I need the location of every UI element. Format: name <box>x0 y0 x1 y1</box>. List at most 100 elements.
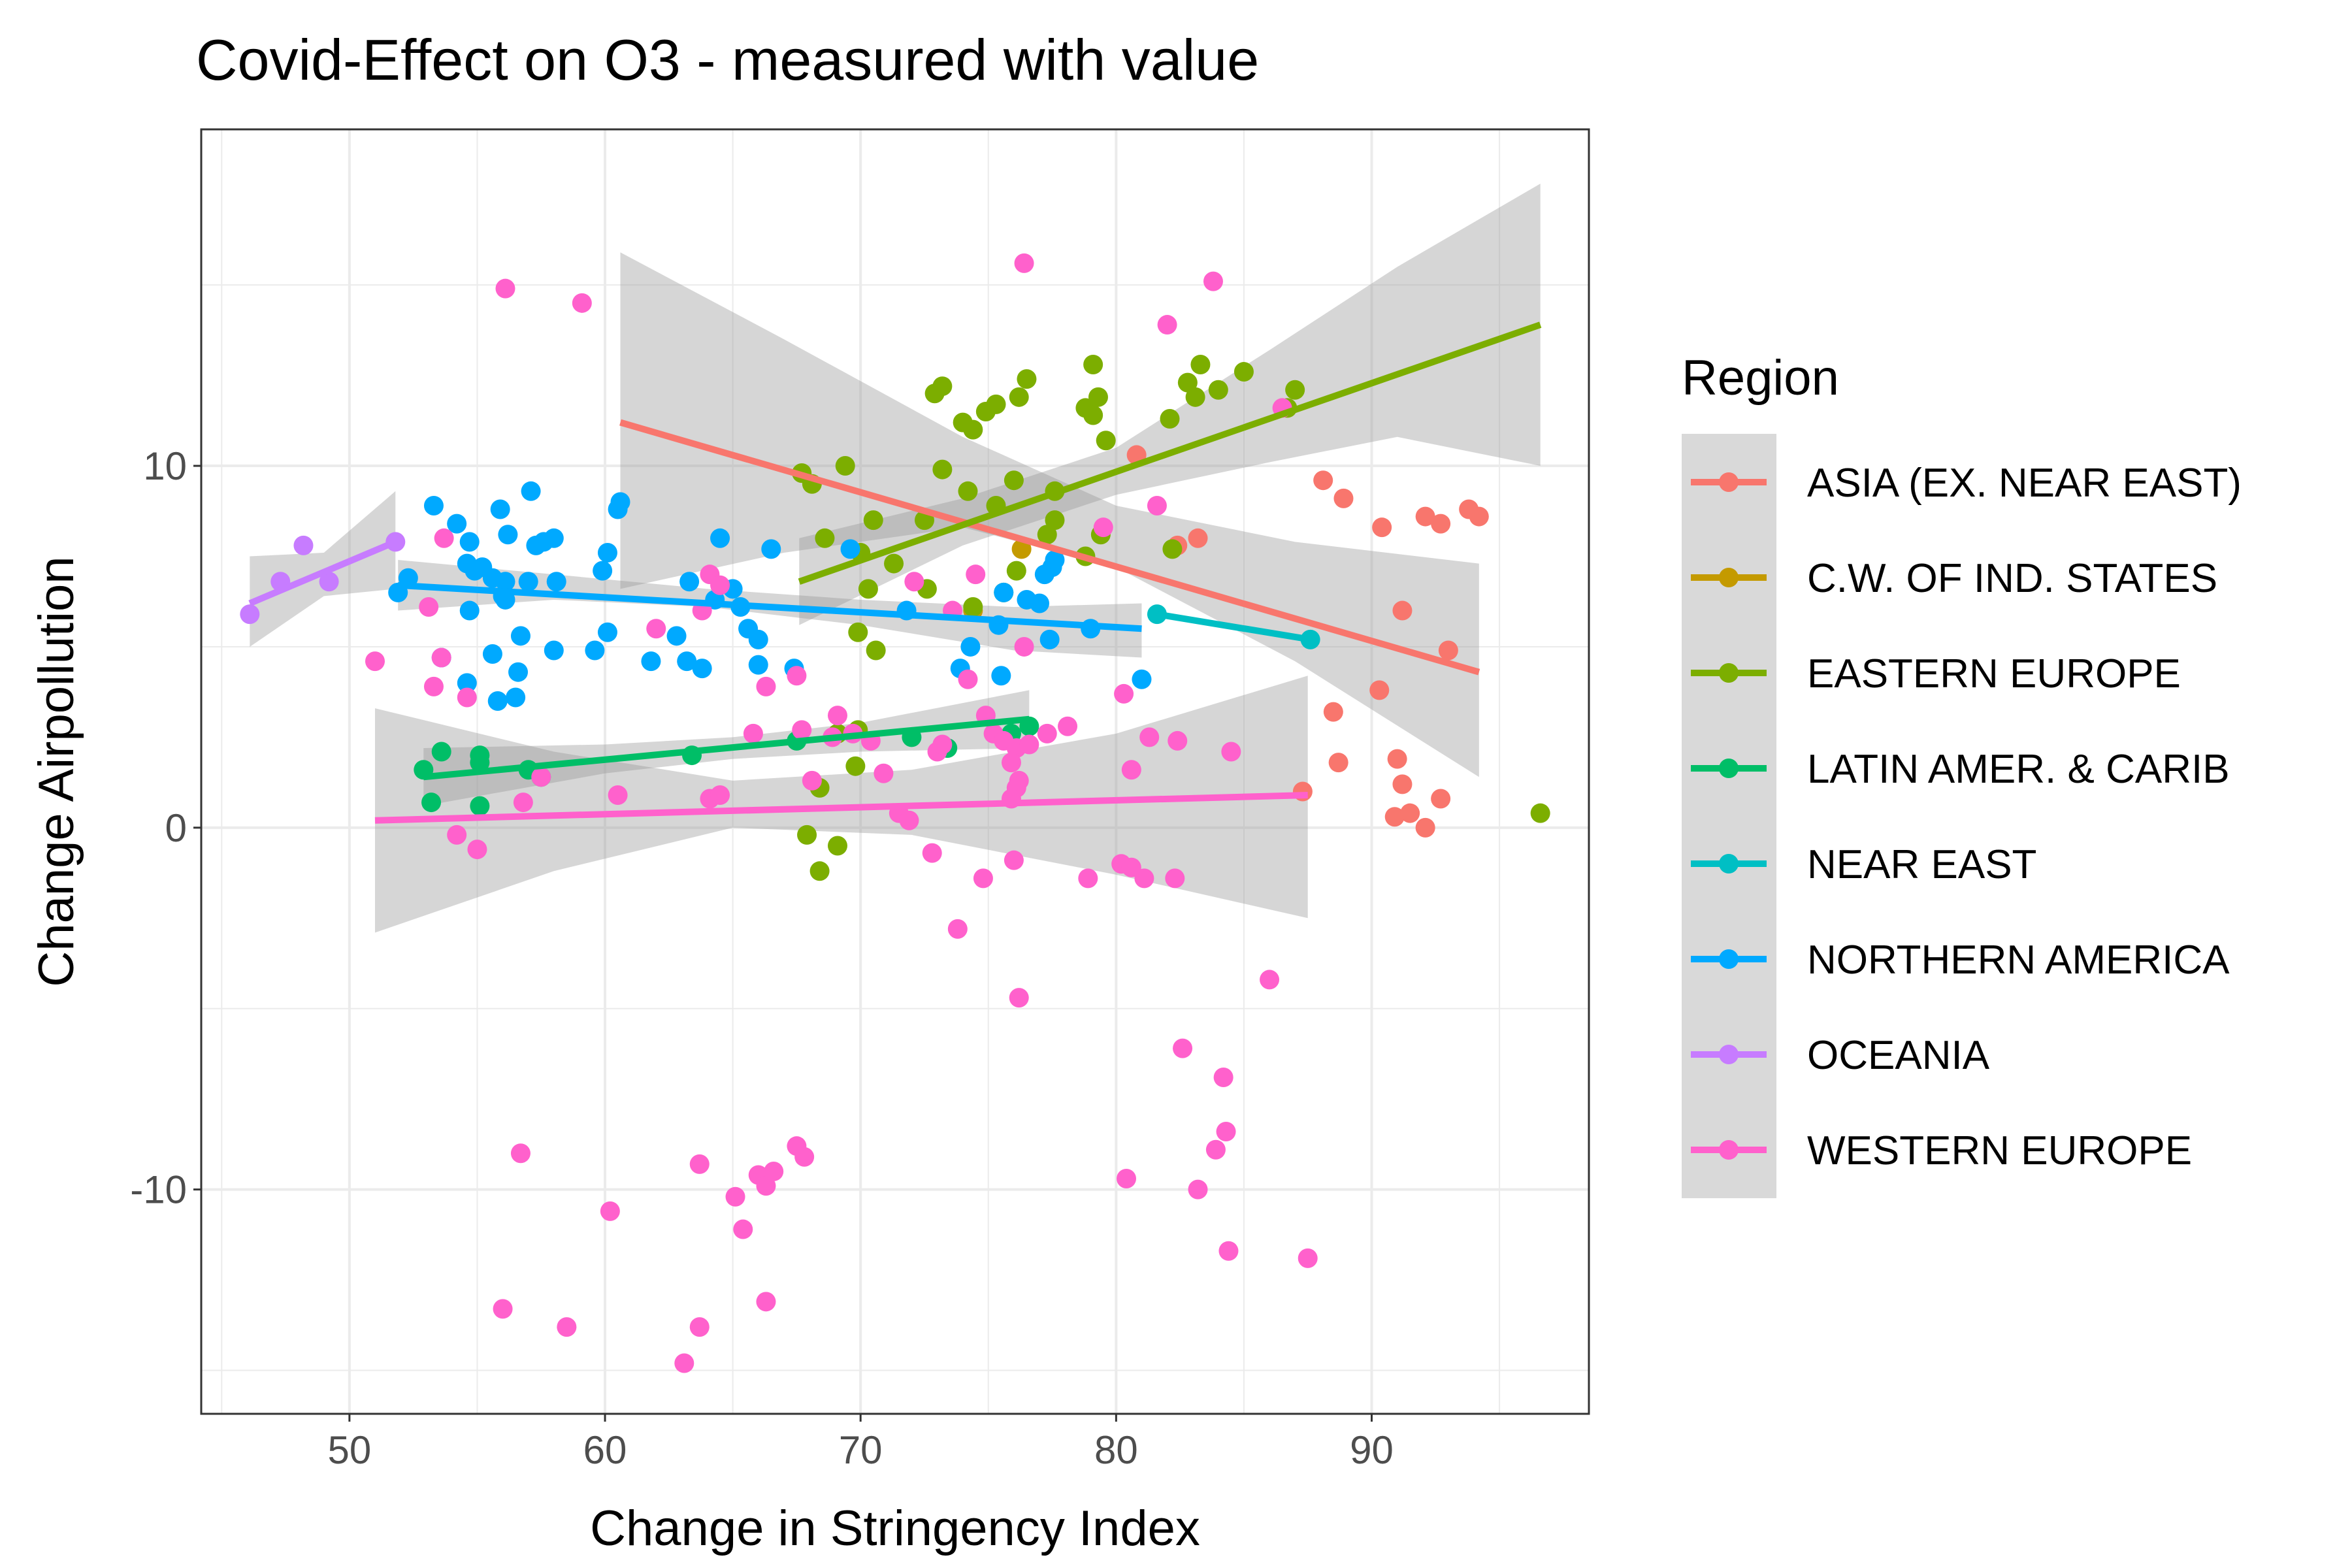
data-point <box>748 629 768 649</box>
data-point <box>1221 742 1241 762</box>
data-point <box>960 636 981 657</box>
data-point <box>506 687 526 708</box>
data-point <box>764 1161 784 1181</box>
data-point <box>1045 550 1065 570</box>
regression-line <box>798 321 1542 585</box>
data-point <box>1177 372 1198 393</box>
data-point <box>1213 1067 1233 1087</box>
data-point <box>1114 683 1134 704</box>
data-point <box>431 647 451 668</box>
data-point <box>986 394 1006 414</box>
data-point <box>689 1154 710 1174</box>
legend-label: ASIA (EX. NEAR EAST) <box>1807 461 2242 506</box>
regression-line <box>619 419 1480 676</box>
data-point <box>434 528 454 548</box>
data-point <box>1134 868 1154 889</box>
data-point <box>666 626 687 646</box>
data-point <box>1009 988 1029 1008</box>
data-point <box>692 659 712 679</box>
data-point <box>365 651 385 672</box>
data-point <box>1009 387 1029 407</box>
data-point <box>787 666 807 686</box>
data-point <box>840 539 860 559</box>
data-point <box>490 499 510 519</box>
data-point <box>922 843 942 863</box>
data-point <box>756 676 776 696</box>
data-point <box>761 539 781 559</box>
y-tick-label: 10 <box>143 444 187 488</box>
data-point <box>1039 629 1060 649</box>
data-point <box>1037 525 1057 545</box>
data-point <box>1313 470 1333 491</box>
data-point <box>546 572 566 592</box>
data-point <box>932 734 953 755</box>
legend-key-point <box>1719 949 1739 969</box>
data-point <box>510 626 531 646</box>
data-point <box>1203 271 1223 291</box>
data-point <box>1132 669 1152 689</box>
data-point <box>513 792 533 813</box>
data-point <box>866 640 886 661</box>
data-point <box>710 528 730 548</box>
data-point <box>1001 753 1021 773</box>
data-point <box>1037 723 1057 743</box>
data-point <box>1162 539 1183 559</box>
data-point <box>674 1353 694 1373</box>
data-point <box>973 868 993 889</box>
data-point <box>725 1186 745 1207</box>
legend-title: Region <box>1682 350 1839 406</box>
data-point <box>1205 1139 1226 1160</box>
data-point <box>293 535 314 555</box>
data-point <box>797 825 817 845</box>
data-point <box>610 492 630 512</box>
x-axis-title: Change in Stringency Index <box>590 1501 1200 1556</box>
data-point <box>1117 1169 1136 1189</box>
data-point <box>689 1317 710 1337</box>
data-point <box>1165 868 1185 889</box>
data-point <box>1088 387 1108 407</box>
data-point <box>863 510 883 531</box>
data-point <box>1323 702 1343 722</box>
confidence-band <box>250 491 396 647</box>
data-point <box>845 756 866 776</box>
data-point <box>1387 749 1407 769</box>
data-point <box>1392 774 1413 794</box>
data-point <box>495 572 515 592</box>
data-point <box>994 582 1014 602</box>
data-point <box>593 561 613 581</box>
data-point <box>1045 510 1065 531</box>
data-point <box>733 1219 753 1239</box>
data-point <box>1530 803 1550 823</box>
legend-key-point <box>1719 759 1739 778</box>
data-point <box>472 557 493 578</box>
chart-title: Covid-Effect on O3 - measured with value <box>196 27 1259 92</box>
data-point <box>419 597 439 617</box>
data-point <box>1173 1038 1193 1058</box>
data-point <box>457 673 477 693</box>
data-point <box>1208 380 1228 400</box>
data-point <box>482 644 502 664</box>
data-point <box>421 792 442 813</box>
data-point <box>963 419 983 440</box>
data-point <box>966 564 986 585</box>
data-point <box>1121 857 1141 877</box>
data-point <box>1333 488 1354 508</box>
data-point <box>1019 734 1039 755</box>
data-point <box>991 666 1011 686</box>
data-point <box>597 622 617 642</box>
data-point <box>1121 760 1141 780</box>
data-point <box>518 572 538 592</box>
data-point <box>1188 528 1208 548</box>
data-point <box>1096 431 1116 451</box>
data-point <box>848 622 868 642</box>
data-point <box>899 810 919 830</box>
legend-items: ASIA (EX. NEAR EAST) C.W. OF IND. STATES E… <box>1691 461 2242 1173</box>
data-point <box>1392 600 1413 621</box>
data-point <box>1438 640 1458 661</box>
legend-key-point <box>1719 472 1739 492</box>
data-point <box>1083 405 1103 425</box>
data-point <box>756 1176 776 1196</box>
data-point <box>1431 514 1451 534</box>
data-point <box>679 572 700 592</box>
